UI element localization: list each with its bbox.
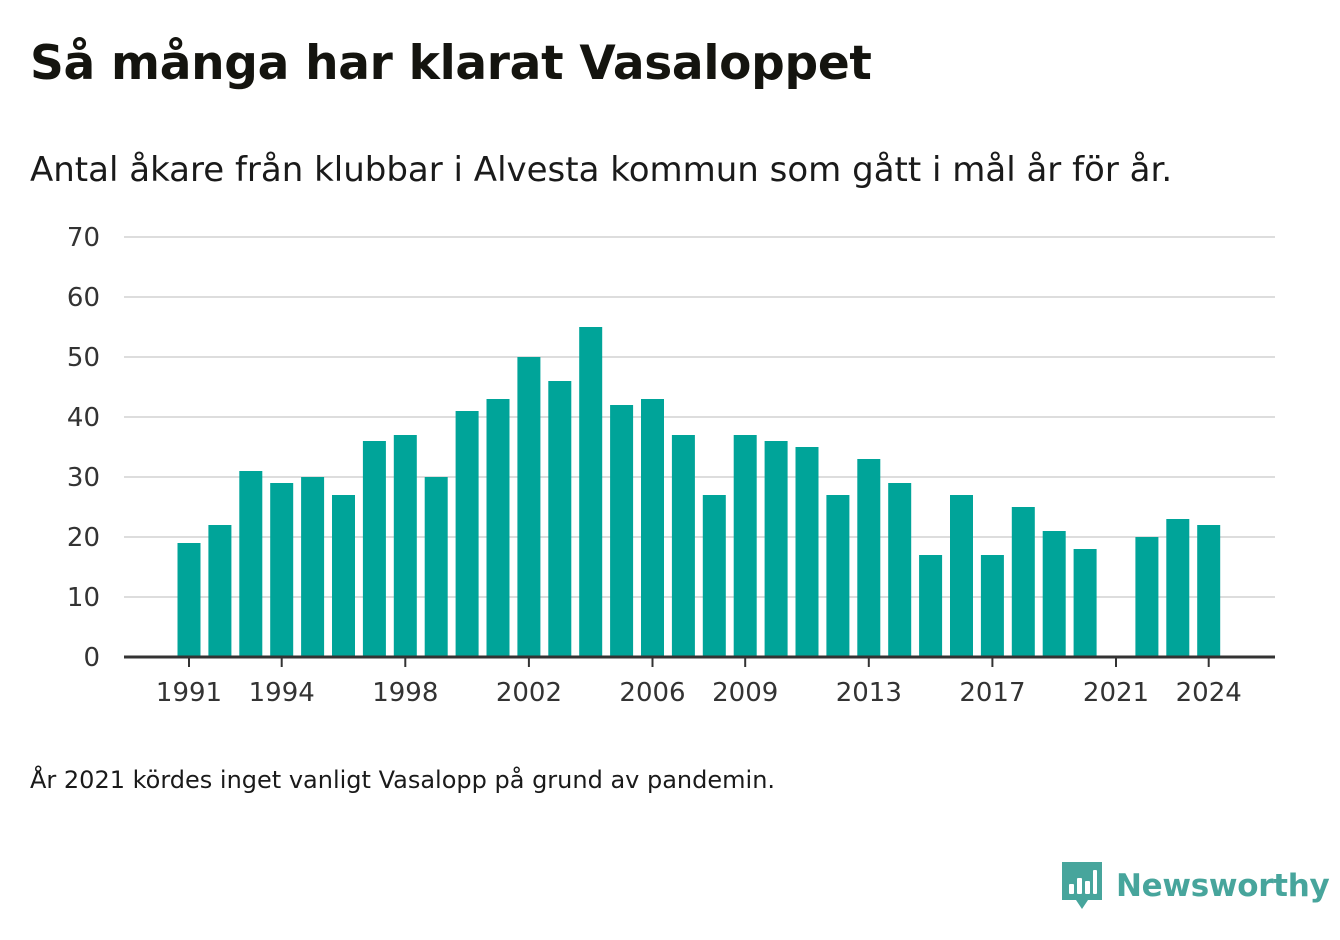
bar-chart: 0 10 20 30 40 50 60 70 1991 1994 1998 2002 2006 2009… (67, 223, 1275, 708)
bar-2012 (826, 495, 850, 657)
bar-1995 (301, 477, 325, 657)
x-tick-label: 2021 (1083, 678, 1149, 708)
y-tick-label: 0 (83, 643, 100, 673)
bar-2014 (888, 483, 912, 657)
bar-2002 (517, 357, 541, 657)
x-tick-label: 2006 (619, 678, 685, 708)
bar-2010 (764, 441, 788, 657)
bar-2006 (641, 399, 664, 657)
newsworthy-logo-icon (1062, 862, 1102, 909)
y-tick-label: 10 (67, 583, 100, 613)
gridlines (124, 236, 1275, 598)
bar-2004 (579, 327, 603, 657)
chart-title: Så många har klarat Vasaloppet (30, 36, 872, 91)
bar-2001 (486, 399, 510, 657)
bar-1998 (393, 435, 417, 657)
y-tick-label: 50 (67, 343, 100, 373)
x-tick-label: 2013 (836, 678, 902, 708)
bar-2003 (548, 381, 572, 657)
bar-1994 (270, 483, 294, 657)
x-axis: 1991 1994 1998 2002 2006 2009 2013 2017 2021 2024 (124, 655, 1275, 708)
bar-2008 (702, 495, 726, 657)
bar-2011 (795, 447, 819, 657)
bar-1991 (177, 543, 201, 657)
y-tick-label: 40 (67, 403, 100, 433)
y-axis: 0 10 20 30 40 50 60 70 (67, 223, 100, 673)
x-tick-label: 2009 (712, 678, 778, 708)
y-tick-label: 20 (67, 523, 100, 553)
y-tick-label: 60 (67, 283, 100, 313)
bar-2024 (1197, 525, 1221, 657)
bar-2009 (733, 435, 757, 657)
bar-2015 (919, 555, 943, 657)
x-tick-label: 1994 (249, 678, 315, 708)
bar-2005 (610, 405, 634, 657)
bar-1993 (239, 471, 263, 657)
bar-1999 (424, 477, 448, 657)
bar-2007 (671, 435, 695, 657)
bar-2018 (1011, 507, 1035, 657)
bar-2017 (980, 555, 1004, 657)
y-tick-label: 30 (67, 463, 100, 493)
bar-2016 (950, 495, 973, 657)
x-tick-label: 2024 (1176, 678, 1242, 708)
x-tick-label: 2002 (496, 678, 562, 708)
brand-name: Newsworthy (1116, 868, 1330, 904)
bar-2020 (1073, 549, 1097, 657)
chart-subtitle: Antal åkare från klubbar i Alvesta kommu… (30, 150, 1173, 190)
bar-2013 (857, 459, 881, 657)
y-tick-label: 70 (67, 223, 100, 253)
x-tick-label: 2017 (959, 678, 1025, 708)
bar-1992 (208, 525, 232, 657)
bars (177, 327, 1221, 657)
bar-2023 (1166, 519, 1190, 657)
bar-2022 (1135, 537, 1159, 657)
x-tick-label: 1991 (156, 678, 222, 708)
bar-2000 (455, 411, 479, 657)
bar-1996 (332, 495, 355, 657)
x-tick-label: 1998 (372, 678, 438, 708)
bar-2019 (1042, 531, 1066, 657)
bar-1997 (362, 441, 386, 657)
brand-logo: Newsworthy (1062, 862, 1330, 910)
chart-footnote: År 2021 kördes inget vanligt Vasalopp på… (30, 766, 776, 794)
